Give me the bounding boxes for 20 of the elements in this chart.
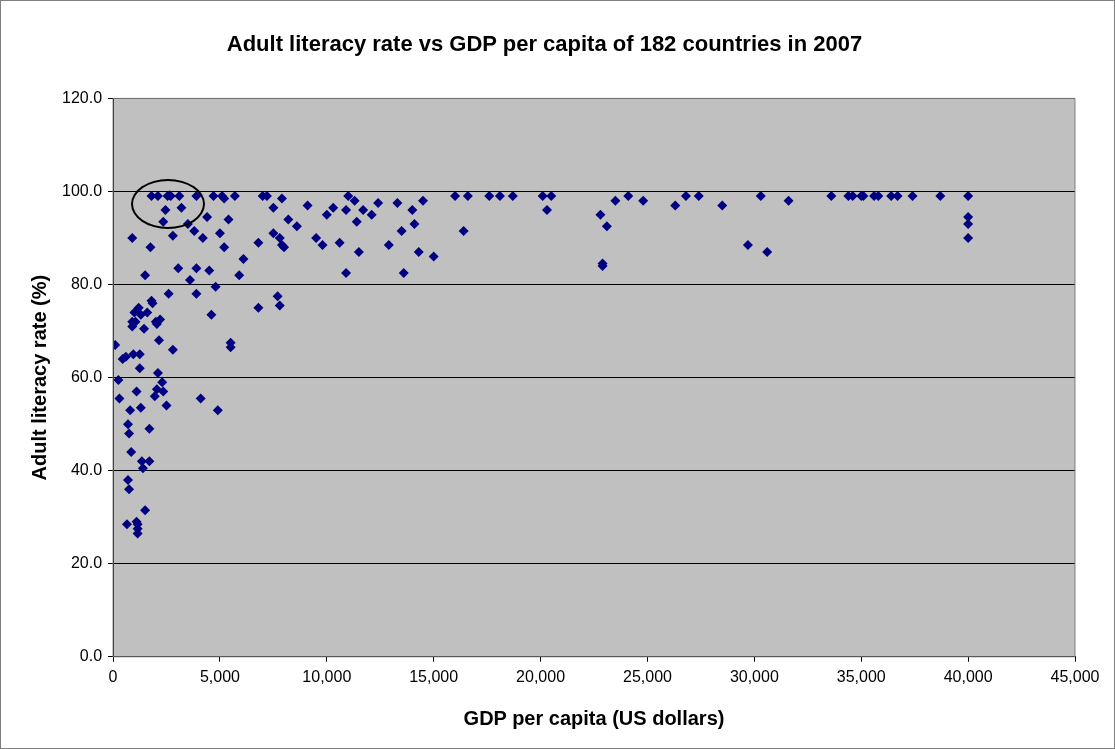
- x-tick-label: 15,000: [409, 667, 459, 685]
- x-axis-title: GDP per capita (US dollars): [463, 706, 725, 729]
- x-tick-label: 40,000: [943, 667, 993, 685]
- y-tick-label: 0.0: [79, 647, 103, 665]
- y-tick-label: 20.0: [70, 554, 103, 572]
- x-tick-label: 20,000: [516, 667, 566, 685]
- x-tick-label: 35,000: [836, 667, 886, 685]
- y-axis-title: Adult literacy rate (%): [27, 274, 50, 481]
- x-tick-label: 25,000: [622, 667, 673, 685]
- y-tick-label: 60.0: [70, 368, 103, 386]
- x-tick-label: 30,000: [729, 667, 779, 685]
- y-tick-label: 100.0: [61, 181, 103, 199]
- y-tick-label: 40.0: [70, 461, 103, 479]
- y-tick-label: 120.0: [61, 88, 103, 106]
- x-tick-label: 10,000: [302, 667, 352, 685]
- x-tick-label: 45,000: [1050, 667, 1100, 685]
- chart-title: Adult literacy rate vs GDP per capita of 182 countries in 2007: [226, 31, 863, 57]
- x-tick-label: 0: [108, 667, 118, 685]
- x-tick-label: 5,000: [199, 667, 241, 685]
- y-tick-label: 80.0: [70, 274, 103, 292]
